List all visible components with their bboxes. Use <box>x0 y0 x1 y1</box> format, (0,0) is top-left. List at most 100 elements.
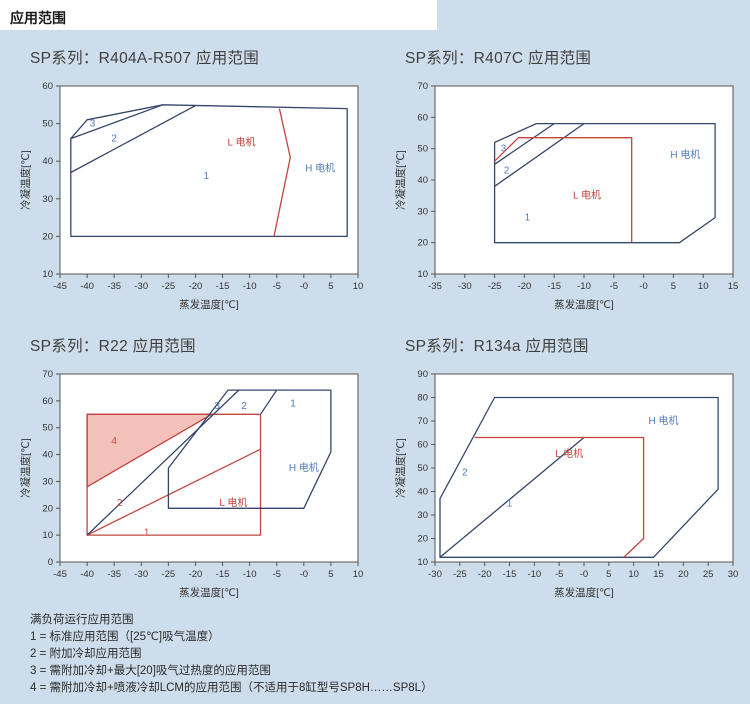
y-tick-label: 20 <box>417 534 428 545</box>
chart-cell-r404a-r507: SP系列：R404A-R507 应用范围 -45 -40 -35 -30 -25 -20 -1… <box>0 42 375 314</box>
x-tick-label: -30 <box>458 281 472 292</box>
h-motor-label: H 电机 <box>648 414 678 427</box>
chart-r22-figure: -45 -40 -35 -30 -25 -20 -15 -10 -5 -0 5 10 0 10 20 30 40… <box>19 369 364 599</box>
region-2-label: 2 <box>462 468 468 479</box>
y-tick-label: 30 <box>417 206 428 217</box>
y-tick-label: 30 <box>42 476 53 487</box>
x-tick-label: -25 <box>161 569 175 580</box>
region-2-boundary <box>494 123 585 187</box>
region-4-label: 4 <box>111 436 117 447</box>
y-tick-label: 0 <box>48 557 53 568</box>
x-tick-label: -10 <box>243 569 257 580</box>
x-tick-label: 25 <box>703 569 714 580</box>
y-tick-label: 60 <box>417 112 428 123</box>
y-axis-title: 冷凝温度[℃] <box>19 438 32 498</box>
x-tick-label: -0 <box>639 281 647 292</box>
chart-cell-r22: SP系列：R22 应用范围 -45 -40 -35 -30 -25 -20 -15 -10 -5-… <box>0 330 375 602</box>
y-tick-label: 90 <box>417 369 428 380</box>
y-axis-title: 冷凝温度[℃] <box>19 150 32 210</box>
page-header: 应用范围 <box>0 0 437 30</box>
operating-envelope <box>493 122 716 244</box>
x-tick-label: -5 <box>610 281 618 292</box>
x-tick-label: -10 <box>577 281 591 292</box>
region-3-label: 3 <box>214 401 220 412</box>
region-1-high-label: 1 <box>290 399 296 410</box>
operating-envelope <box>439 396 719 558</box>
plot-area <box>59 85 359 275</box>
y-tick-label: 60 <box>42 396 53 407</box>
x-tick-label: -20 <box>518 281 532 292</box>
region-2-low-label: 2 <box>117 498 123 509</box>
region-2-boundary <box>439 437 585 558</box>
content-panel: SP系列：R404A-R507 应用范围 -45 -40 -35 -30 -25 -20 -1… <box>0 30 750 704</box>
y-tick-label: 60 <box>42 81 53 92</box>
l-motor-boundary <box>474 436 645 558</box>
x-tick-label: 10 <box>628 569 639 580</box>
y-tick-label: 10 <box>42 530 53 541</box>
x-tick-label: -45 <box>53 281 67 292</box>
legend-item-1: 1 = 标准应用范围（[25℃]吸气温度） <box>30 631 220 643</box>
chart-r407c-figure: -35 -30 -25 -20 -15 -10 -5 -0 5 10 15 10 20 30 40 50 60 7… <box>394 81 739 311</box>
x-axis-title: 蒸发温度[℃] <box>179 298 239 311</box>
y-tick-label: 50 <box>417 463 428 474</box>
legend-item-2: 2 = 附加冷却应用范围 <box>30 648 142 660</box>
x-tick-label: -35 <box>428 281 442 292</box>
x-axis-title: 蒸发温度[℃] <box>554 586 614 599</box>
x-tick-label: -40 <box>80 569 94 580</box>
x-tick-label: -15 <box>547 281 561 292</box>
y-tick-label: 30 <box>417 510 428 521</box>
x-tick-label: -0 <box>580 569 588 580</box>
x-tick-label: 15 <box>728 281 739 292</box>
x-axis-title: 蒸发温度[℃] <box>554 298 614 311</box>
x-tick-label: 10 <box>353 569 364 580</box>
y-axis-title: 冷凝温度[℃] <box>394 438 407 498</box>
x-tick-label: -5 <box>273 569 281 580</box>
y-tick-label: 50 <box>42 119 53 130</box>
y-tick-label: 70 <box>42 369 53 380</box>
x-tick-label: -10 <box>527 569 541 580</box>
region-3-label: 3 <box>90 119 96 130</box>
header-corner <box>437 0 750 30</box>
h-motor-label: H 电机 <box>289 461 319 474</box>
y-tick-label: 50 <box>42 423 53 434</box>
x-tick-label: -20 <box>478 569 492 580</box>
y-tick-label: 30 <box>42 194 53 205</box>
x-tick-label: 5 <box>328 281 333 292</box>
y-tick-label: 50 <box>417 144 428 155</box>
chart-title-r407c: SP系列：R407C 应用范围 <box>405 50 592 67</box>
region-1-2-boundary <box>86 448 261 536</box>
x-tick-label: -35 <box>107 569 121 580</box>
x-tick-label: -30 <box>134 569 148 580</box>
l-motor-label: L 电机 <box>228 135 256 148</box>
y-tick-label: 70 <box>417 416 428 427</box>
superheat-boundary <box>86 389 240 536</box>
chart-title-r22: SP系列：R22 应用范围 <box>30 338 196 355</box>
x-tick-label: -35 <box>107 281 121 292</box>
region-3-label: 3 <box>501 144 507 155</box>
x-tick-label: -30 <box>134 281 148 292</box>
x-axis-title: 蒸发温度[℃] <box>179 586 239 599</box>
l-motor-label: L 电机 <box>555 447 583 460</box>
chart-title-r404a-r507: SP系列：R404A-R507 应用范围 <box>30 50 260 67</box>
x-tick-label: 5 <box>328 569 333 580</box>
region-3-boundary <box>70 104 164 140</box>
x-tick-label: -15 <box>216 281 230 292</box>
region-2-1-boundary <box>259 389 278 415</box>
y-tick-label: 10 <box>417 269 428 280</box>
region-1-low-label: 1 <box>144 527 150 538</box>
y-axis-title: 冷凝温度[℃] <box>394 150 407 210</box>
legend-block: 满负荷运行应用范围 1 = 标准应用范围（[25℃]吸气温度） 2 = 附加冷却… <box>30 612 750 697</box>
l-motor-label: L 电机 <box>219 496 247 509</box>
page-title: 应用范围 <box>10 10 66 26</box>
l-motor-boundary <box>494 137 633 243</box>
legend-title: 满负荷运行应用范围 <box>30 614 134 626</box>
x-tick-label: -15 <box>503 569 517 580</box>
plot-area <box>434 85 734 275</box>
x-tick-label: -25 <box>488 281 502 292</box>
x-tick-label: -25 <box>453 569 467 580</box>
x-tick-label: -5 <box>555 569 563 580</box>
y-tick-label: 20 <box>417 238 428 249</box>
x-tick-label: -25 <box>161 281 175 292</box>
y-tick-label: 10 <box>417 557 428 568</box>
x-tick-label: -5 <box>273 281 281 292</box>
